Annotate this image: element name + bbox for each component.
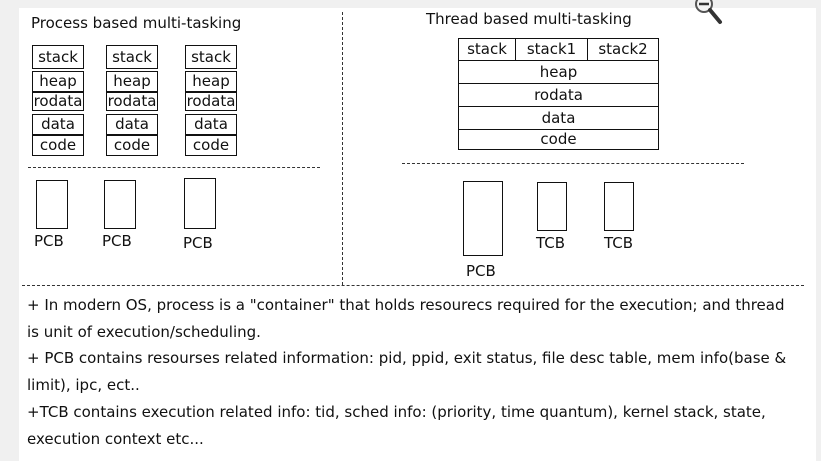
process2-data-cell: data	[106, 114, 158, 135]
note-pcb-contents: + PCB contains resourses related informa…	[27, 349, 787, 395]
thread-rodata-cell: rodata	[458, 83, 659, 107]
process1-pcb-label: PCB	[34, 232, 64, 250]
thread-stack-cell: stack	[458, 38, 516, 61]
process1-rodata-cell: rodata	[32, 92, 84, 111]
process3-rodata-cell: rodata	[185, 92, 237, 111]
thread-code-cell: code	[458, 129, 659, 150]
process2-code-cell: code	[106, 135, 158, 156]
process1-stack-cell: stack	[32, 45, 84, 69]
thread1-tcb-box	[537, 182, 567, 231]
notes-block: + In modern OS, process is a "container"…	[27, 292, 797, 452]
process3-stack-cell: stack	[185, 45, 237, 69]
process-section-divider	[28, 167, 320, 168]
process2-heap-cell: heap	[106, 71, 158, 92]
process-section-title: Process based multi-tasking	[31, 14, 242, 32]
process1-code-cell: code	[32, 135, 84, 156]
process2-pcb-label: PCB	[102, 232, 132, 250]
thread2-tcb-box	[604, 182, 634, 231]
thread-heap-cell: heap	[458, 60, 659, 84]
thread1-tcb-label: TCB	[536, 234, 566, 252]
note-process-vs-thread: + In modern OS, process is a "container"…	[27, 296, 785, 341]
section-vertical-divider	[342, 12, 343, 285]
process3-code-cell: code	[185, 135, 237, 156]
process1-heap-cell: heap	[32, 71, 84, 92]
thread-section-divider	[402, 163, 744, 164]
process1-data-cell: data	[32, 114, 84, 135]
thread-data-cell: data	[458, 106, 659, 130]
process3-heap-cell: heap	[185, 71, 237, 92]
process1-pcb-box	[36, 180, 68, 229]
thread-section-title: Thread based multi-tasking	[426, 10, 632, 28]
process2-pcb-box	[104, 180, 136, 229]
process3-pcb-box	[184, 178, 216, 229]
thread2-tcb-label: TCB	[604, 234, 634, 252]
note-tcb-contents: +TCB contains execution related info: ti…	[27, 402, 766, 448]
thread-stack2-cell: stack2	[587, 38, 659, 61]
process2-stack-cell: stack	[106, 45, 158, 69]
process3-data-cell: data	[185, 114, 237, 135]
thread-pcb-label: PCB	[466, 262, 496, 280]
notes-divider	[22, 285, 804, 286]
process2-rodata-cell: rodata	[106, 92, 158, 111]
thread-stack1-cell: stack1	[515, 38, 588, 61]
thread-pcb-box	[463, 181, 503, 256]
process3-pcb-label: PCB	[183, 234, 213, 252]
zoom-out-icon[interactable]	[688, 0, 724, 26]
